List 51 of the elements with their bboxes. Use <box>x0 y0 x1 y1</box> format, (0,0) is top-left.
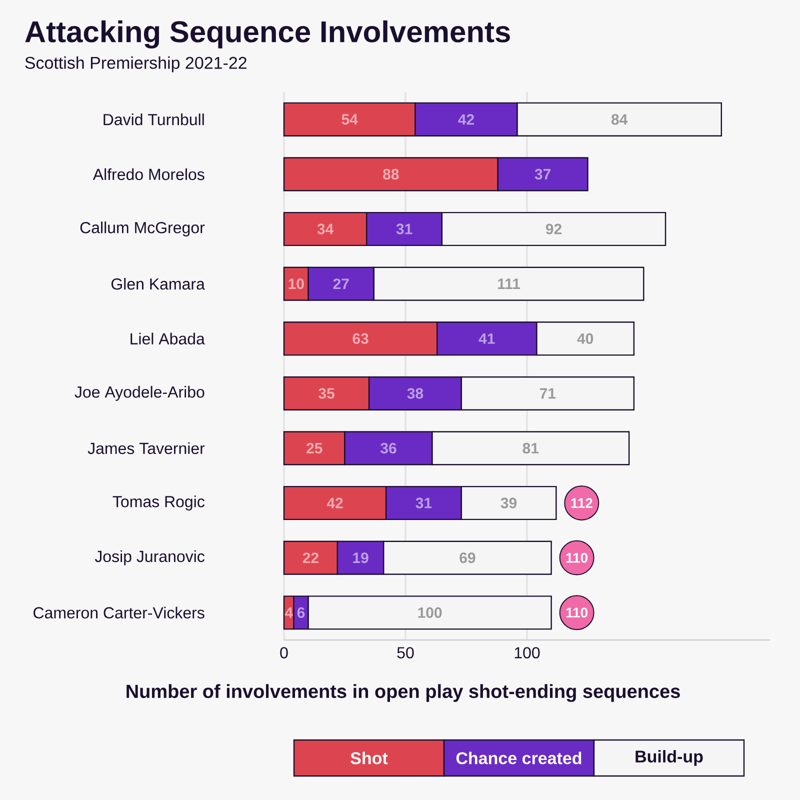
data-label: 41 <box>478 333 495 344</box>
data-label: 69 <box>460 552 476 564</box>
y-tick-label: Josip Juranovic <box>94 550 204 566</box>
data-label: 42 <box>326 498 343 508</box>
y-tick-label: Cameron Carter-Vickers <box>34 606 204 618</box>
data-label: 27 <box>333 278 349 290</box>
data-label: 19 <box>353 552 368 564</box>
y-tick-label: Alfredo Morelos <box>92 168 204 180</box>
total-label: 110 <box>566 608 588 618</box>
data-label: 84 <box>611 114 628 125</box>
total-label: 112 <box>571 498 592 508</box>
y-tick-label: James Tavernier <box>88 442 205 454</box>
data-label: 92 <box>546 224 562 234</box>
data-label: 31 <box>416 498 432 508</box>
x-tick-label: 100 <box>514 647 540 658</box>
data-label: 35 <box>318 388 334 399</box>
data-label: 88 <box>383 168 399 180</box>
chart-title: Attacking Sequence Involvements <box>25 20 510 49</box>
y-tick-label: Glen Kamara <box>111 278 205 290</box>
data-label: 111 <box>498 278 520 289</box>
text: Shot <box>350 752 388 764</box>
data-label: 63 <box>352 333 368 344</box>
x-axis-title: Number of involvements in open play shot-ending sequences <box>126 684 680 702</box>
text: Build-up <box>636 750 703 766</box>
y-tick-label: David Turnbull <box>104 114 204 126</box>
data-label: 39 <box>500 498 517 508</box>
data-label: 25 <box>306 442 322 454</box>
data-label: 38 <box>407 388 424 399</box>
data-label: 40 <box>577 333 594 344</box>
data-label: 6 <box>297 607 305 618</box>
y-tick-label: Liel Abada <box>130 332 205 344</box>
data-label: 34 <box>317 224 334 234</box>
data-label: 42 <box>458 114 474 125</box>
data-label: 36 <box>380 442 396 454</box>
data-label: 71 <box>540 388 556 399</box>
x-tick-label: 0 <box>280 647 288 658</box>
y-tick-label: Joe Ayodele-Aribo <box>74 386 204 401</box>
data-label: 31 <box>396 224 412 234</box>
data-label: 4 <box>284 607 293 618</box>
y-tick-label: Tomas Rogic <box>112 496 204 510</box>
data-label: 100 <box>418 607 442 618</box>
data-label: 22 <box>302 552 318 564</box>
data-label: 37 <box>534 168 550 180</box>
y-tick-label: Callum McGregor <box>80 222 205 236</box>
data-label: 10 <box>288 278 304 290</box>
total-label: 110 <box>566 552 588 563</box>
data-label: 54 <box>342 114 358 125</box>
data-label: 81 <box>522 442 539 454</box>
text: Chance created <box>456 752 582 764</box>
text: Scottish Premiership 2021-22 <box>25 56 246 72</box>
x-tick-label: 50 <box>397 647 414 658</box>
